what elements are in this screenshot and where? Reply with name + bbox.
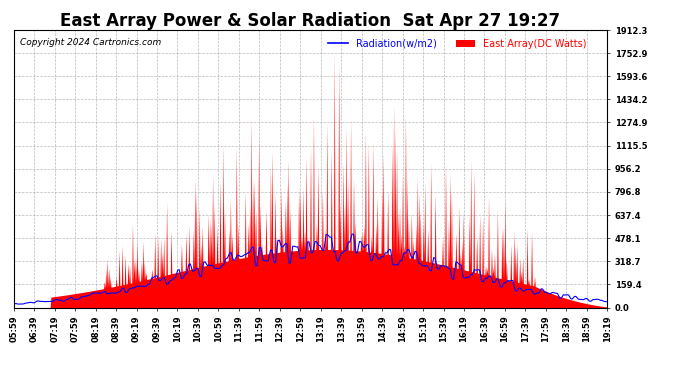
Title: East Array Power & Solar Radiation  Sat Apr 27 19:27: East Array Power & Solar Radiation Sat A… [61, 12, 560, 30]
Text: Copyright 2024 Cartronics.com: Copyright 2024 Cartronics.com [20, 38, 161, 47]
Legend: Radiation(w/m2), East Array(DC Watts): Radiation(w/m2), East Array(DC Watts) [324, 35, 591, 52]
